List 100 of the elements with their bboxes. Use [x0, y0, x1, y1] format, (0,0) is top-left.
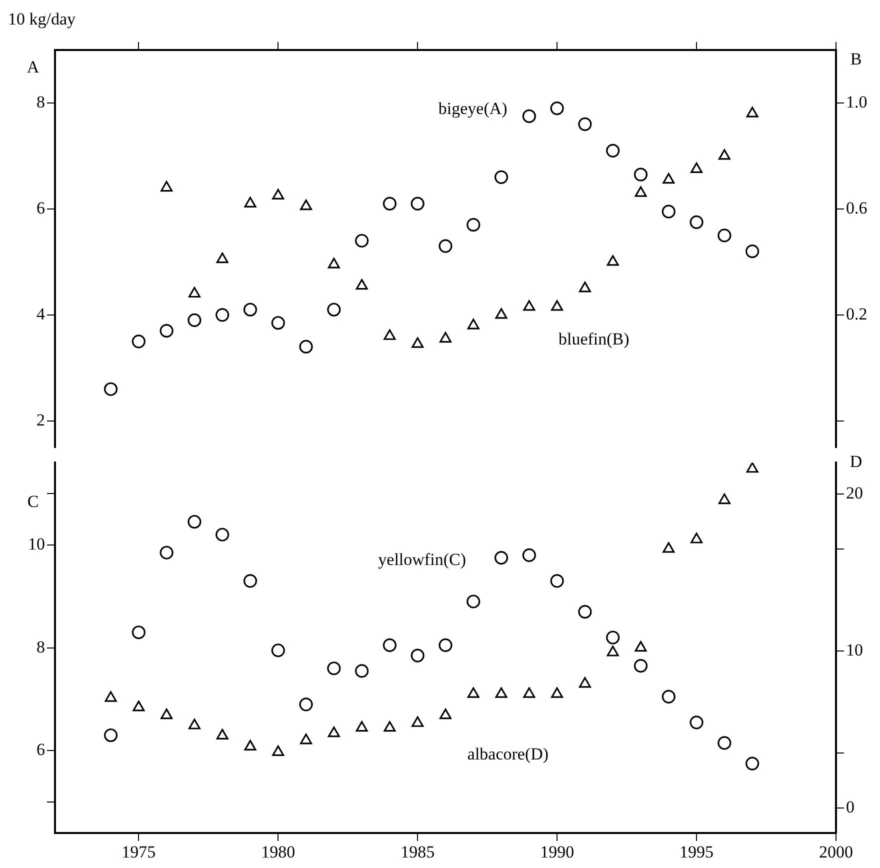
point	[216, 728, 228, 740]
point	[384, 721, 396, 732]
series-label: yellowfin(C)	[378, 550, 466, 570]
point	[188, 514, 202, 529]
point	[271, 644, 285, 658]
y2-tick-label: 10	[846, 640, 863, 660]
point	[578, 117, 592, 131]
y2-axis-title: B	[850, 49, 862, 68]
point	[243, 574, 258, 588]
y-tick-label: 10	[28, 534, 45, 554]
point	[662, 204, 676, 218]
point	[690, 215, 704, 230]
point	[327, 662, 341, 676]
x-tick-label: 1980	[261, 842, 296, 862]
point	[382, 638, 397, 652]
y-tick-label: 2	[36, 410, 45, 430]
y-tick-label: 8	[36, 637, 45, 656]
y-tick-label: 6	[36, 198, 45, 218]
point	[384, 329, 396, 340]
x-tick-label: 1995	[680, 842, 714, 862]
point	[104, 728, 118, 742]
point	[467, 687, 480, 698]
point	[160, 708, 173, 720]
point	[494, 550, 508, 565]
point	[244, 740, 256, 750]
point	[188, 286, 200, 298]
point	[272, 188, 284, 200]
point	[718, 149, 730, 160]
point	[132, 700, 145, 712]
point	[634, 659, 648, 673]
x-tick-label: 2000	[819, 842, 853, 862]
x-tick-label: 1990	[540, 842, 574, 862]
point	[188, 718, 200, 730]
point	[495, 308, 508, 319]
point	[606, 646, 619, 656]
x-tick-label: 1975	[122, 842, 156, 862]
point	[244, 196, 256, 208]
point	[412, 337, 424, 348]
point	[271, 316, 285, 330]
point	[718, 228, 732, 242]
point	[578, 677, 591, 688]
point	[440, 708, 452, 720]
point	[160, 180, 173, 192]
point	[328, 258, 340, 268]
chart-title: 10 kg/day	[8, 9, 76, 28]
point	[522, 109, 536, 124]
point	[746, 462, 758, 473]
point	[410, 648, 424, 662]
y2-tick-label: 20	[846, 483, 863, 502]
point	[522, 548, 536, 562]
point	[356, 278, 368, 290]
x-tick-label: 1985	[400, 842, 435, 862]
point	[438, 638, 452, 652]
point	[662, 542, 675, 553]
y-axis-title: A	[26, 57, 40, 76]
point	[327, 302, 341, 316]
point	[299, 340, 313, 354]
point	[300, 734, 312, 744]
point	[466, 594, 480, 608]
point	[438, 239, 452, 253]
point	[606, 144, 620, 158]
y-tick-label: 6	[36, 740, 45, 760]
point	[662, 173, 675, 184]
point	[578, 282, 591, 292]
point	[355, 234, 369, 248]
point	[104, 691, 117, 702]
point	[578, 604, 592, 619]
y-axis-title: C	[27, 492, 39, 512]
point	[216, 252, 228, 264]
point	[634, 641, 647, 652]
series-label: albacore(D)	[467, 744, 549, 764]
point	[551, 687, 564, 698]
series-label: bigeye(A)	[438, 99, 508, 118]
point	[551, 300, 564, 311]
point	[523, 687, 536, 698]
point	[690, 716, 704, 730]
point	[160, 546, 174, 560]
point	[216, 528, 230, 542]
point	[440, 332, 452, 343]
point	[606, 630, 620, 644]
point	[188, 313, 202, 328]
series-label: bluefin(B)	[558, 330, 630, 349]
point	[550, 101, 564, 116]
point	[634, 168, 648, 182]
point	[412, 716, 424, 727]
point	[300, 200, 312, 210]
point	[356, 721, 368, 732]
point	[467, 318, 480, 330]
y2-tick-label: 1.0	[846, 92, 868, 112]
y2-tick-label: 0.6	[846, 198, 868, 218]
y-tick-label: 4	[36, 304, 46, 324]
point	[132, 334, 146, 348]
point	[104, 382, 118, 396]
point	[216, 308, 230, 322]
point	[718, 493, 730, 504]
point	[690, 532, 703, 544]
y2-axis-title: D	[850, 452, 862, 472]
point	[299, 698, 313, 712]
point	[523, 300, 536, 311]
point	[495, 687, 508, 698]
